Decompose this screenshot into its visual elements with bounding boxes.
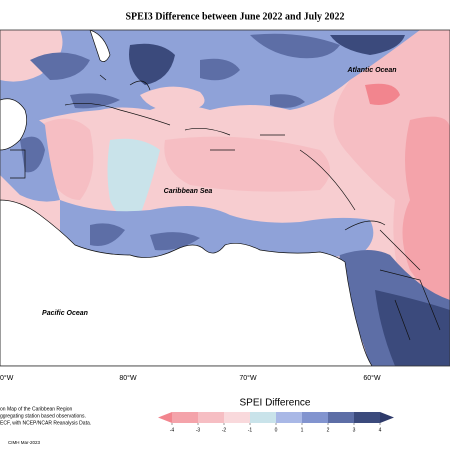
colorbar-tick-label: -1: [248, 427, 253, 433]
colorbar-segment: [302, 412, 328, 423]
colorbar-end: [380, 412, 394, 423]
note: ggregating station based observations.: [0, 413, 86, 419]
colorbar-tick-label: -3: [196, 427, 201, 433]
longitude-label: 70°W: [239, 374, 257, 382]
colorbar: -4 -3 -2 -1 0 1 2 3 4: [158, 412, 394, 433]
colorbar-segment: [354, 412, 380, 423]
note: ECF, with NCEP/NCAR Reanalysis Data.: [0, 420, 91, 426]
colorbar-tick-label: -2: [222, 427, 227, 433]
ocean-label: Pacific Ocean: [42, 310, 88, 317]
colorbar-tick-label: 4: [379, 427, 382, 433]
longitude-label: 0°W: [0, 374, 14, 382]
title: SPEI3 Difference between June 2022 and J…: [126, 11, 345, 22]
colorbar-end: [158, 412, 172, 423]
colorbar-segment: [198, 412, 224, 423]
colorbar-segment: [224, 412, 250, 423]
colorbar-tick-label: 3: [353, 427, 356, 433]
colorbar-tick-label: 2: [327, 427, 330, 433]
map: Atlantic Ocean Caribbean Sea Pacific Oce…: [0, 30, 450, 366]
longitude-label: 60°W: [363, 374, 381, 382]
colorbar-segment: [250, 412, 276, 423]
colorbar-tick-label: -4: [170, 427, 175, 433]
colorbar-segment: [276, 412, 302, 423]
colorbar-segment: [172, 412, 198, 423]
note: on Map of the Caribbean Region: [0, 406, 72, 412]
colorbar-tick-label: 0: [275, 427, 278, 433]
ocean-label: Caribbean Sea: [164, 188, 213, 195]
longitude-label: 80°W: [119, 374, 137, 382]
colorbar-title: SPEI Difference: [240, 398, 311, 409]
colorbar-tick-label: 1: [301, 427, 304, 433]
colorbar-segment: [328, 412, 354, 423]
ocean-label: Atlantic Ocean: [346, 67, 396, 74]
credit: CIMH Mar-2023: [8, 440, 41, 445]
